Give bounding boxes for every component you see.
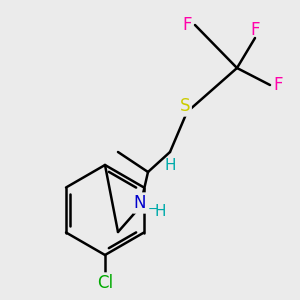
Text: F: F [273,76,283,94]
Text: H: H [164,158,176,173]
Text: N: N [134,194,146,212]
Text: H: H [154,203,166,218]
Text: S: S [180,97,190,115]
Text: F: F [250,21,260,39]
Text: F: F [182,16,192,34]
Text: −: − [148,202,158,215]
Text: Cl: Cl [97,274,113,292]
